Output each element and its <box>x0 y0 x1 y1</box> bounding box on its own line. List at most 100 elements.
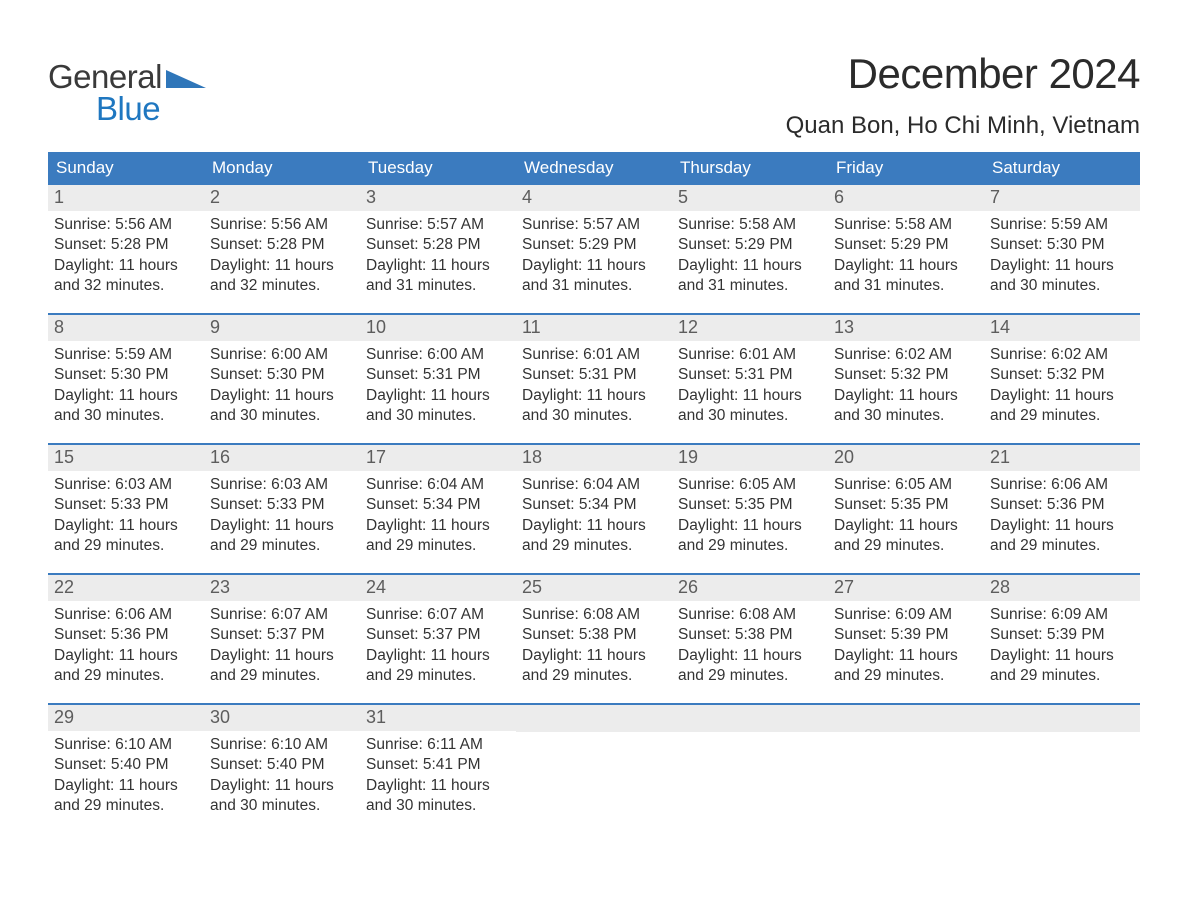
day-dl2: and 30 minutes. <box>366 796 510 816</box>
day-sunset: Sunset: 5:36 PM <box>54 625 198 645</box>
day-dl1: Daylight: 11 hours <box>54 256 198 276</box>
day-dl1: Daylight: 11 hours <box>522 516 666 536</box>
calendar-day: 1 Sunrise: 5:56 AMSunset: 5:28 PMDaylight… <box>48 185 204 313</box>
day-sunrise: Sunrise: 6:03 AM <box>54 475 198 495</box>
day-dl2: and 29 minutes. <box>54 796 198 816</box>
calendar-day <box>984 705 1140 833</box>
day-number: 11 <box>522 317 541 337</box>
day-number-row: 19 <box>672 445 828 471</box>
brand-word2: Blue <box>96 90 206 128</box>
day-sunset: Sunset: 5:33 PM <box>210 495 354 515</box>
day-number: 25 <box>522 577 542 597</box>
day-dl2: and 30 minutes. <box>678 406 822 426</box>
day-sunset: Sunset: 5:30 PM <box>990 235 1134 255</box>
day-number: 13 <box>834 317 854 337</box>
day-dl1: Daylight: 11 hours <box>210 516 354 536</box>
day-dl1: Daylight: 11 hours <box>54 646 198 666</box>
day-number-row: 25 <box>516 575 672 601</box>
day-body: Sunrise: 6:07 AMSunset: 5:37 PMDaylight:… <box>360 601 516 697</box>
day-number: 12 <box>678 317 698 337</box>
day-dl2: and 29 minutes. <box>522 536 666 556</box>
calendar-day: 22 Sunrise: 6:06 AMSunset: 5:36 PMDayligh… <box>48 575 204 703</box>
day-number-row: 22 <box>48 575 204 601</box>
day-number-row: 29 <box>48 705 204 731</box>
day-body: Sunrise: 6:09 AMSunset: 5:39 PMDaylight:… <box>984 601 1140 697</box>
day-number: 4 <box>522 187 532 207</box>
day-dl1: Daylight: 11 hours <box>990 516 1134 536</box>
brand-flag-icon <box>166 70 206 88</box>
day-dl1: Daylight: 11 hours <box>210 776 354 796</box>
day-sunset: Sunset: 5:29 PM <box>522 235 666 255</box>
day-sunrise: Sunrise: 6:00 AM <box>210 345 354 365</box>
calendar-day: 19 Sunrise: 6:05 AMSunset: 5:35 PMDayligh… <box>672 445 828 573</box>
day-body: Sunrise: 6:05 AMSunset: 5:35 PMDaylight:… <box>672 471 828 567</box>
day-number: 1 <box>54 187 64 207</box>
day-dl1: Daylight: 11 hours <box>678 516 822 536</box>
dow-thursday: Thursday <box>672 152 828 185</box>
day-sunrise: Sunrise: 5:56 AM <box>210 215 354 235</box>
day-number-row: 18 <box>516 445 672 471</box>
calendar-day: 29Sunrise: 6:10 AMSunset: 5:40 PMDayligh… <box>48 705 204 833</box>
day-dl1: Daylight: 11 hours <box>366 646 510 666</box>
calendar-week: 22Sunrise: 6:06 AMSunset: 5:36 PMDayligh… <box>48 573 1140 703</box>
day-number-row: 15 <box>48 445 204 471</box>
day-sunrise: Sunrise: 6:03 AM <box>210 475 354 495</box>
day-number: 14 <box>990 317 1010 337</box>
day-dl2: and 30 minutes. <box>366 406 510 426</box>
day-dl2: and 32 minutes. <box>54 276 198 296</box>
day-dl1: Daylight: 11 hours <box>522 646 666 666</box>
day-body: Sunrise: 6:10 AMSunset: 5:40 PMDaylight:… <box>204 731 360 827</box>
day-body: Sunrise: 6:02 AMSunset: 5:32 PMDaylight:… <box>828 341 984 437</box>
day-sunset: Sunset: 5:28 PM <box>366 235 510 255</box>
day-sunrise: Sunrise: 6:07 AM <box>366 605 510 625</box>
day-sunrise: Sunrise: 6:10 AM <box>210 735 354 755</box>
day-dl2: and 29 minutes. <box>210 536 354 556</box>
day-number-row <box>984 705 1140 732</box>
day-body <box>516 732 672 822</box>
day-number: 23 <box>210 577 230 597</box>
day-body: Sunrise: 5:56 AMSunset: 5:28 PMDaylight:… <box>204 211 360 307</box>
day-number-row: 3 <box>360 185 516 211</box>
day-sunrise: Sunrise: 6:05 AM <box>678 475 822 495</box>
day-sunrise: Sunrise: 5:56 AM <box>54 215 198 235</box>
day-dl2: and 29 minutes. <box>990 406 1134 426</box>
calendar-day: 23Sunrise: 6:07 AMSunset: 5:37 PMDayligh… <box>204 575 360 703</box>
day-body <box>984 732 1140 822</box>
day-number: 29 <box>54 707 74 727</box>
day-sunrise: Sunrise: 6:08 AM <box>522 605 666 625</box>
day-sunrise: Sunrise: 6:01 AM <box>678 345 822 365</box>
day-dl1: Daylight: 11 hours <box>366 256 510 276</box>
day-number: 3 <box>366 187 376 207</box>
day-sunrise: Sunrise: 6:02 AM <box>990 345 1134 365</box>
day-number-row: 8 <box>48 315 204 341</box>
day-dl1: Daylight: 11 hours <box>54 776 198 796</box>
day-dl2: and 30 minutes. <box>834 406 978 426</box>
day-sunset: Sunset: 5:35 PM <box>678 495 822 515</box>
day-number: 9 <box>210 317 220 337</box>
calendar-week: 1Sunrise: 5:56 AMSunset: 5:28 PMDaylight… <box>48 185 1140 313</box>
calendar-day: 15Sunrise: 6:03 AMSunset: 5:33 PMDayligh… <box>48 445 204 573</box>
calendar-day: 2Sunrise: 5:56 AMSunset: 5:28 PMDaylight… <box>204 185 360 313</box>
day-body: Sunrise: 5:56 AMSunset: 5:28 PMDaylight:… <box>48 211 204 307</box>
day-sunrise: Sunrise: 6:06 AM <box>54 605 198 625</box>
day-number-row: 23 <box>204 575 360 601</box>
day-dl2: and 29 minutes. <box>54 536 198 556</box>
calendar-day: 24Sunrise: 6:07 AMSunset: 5:37 PMDayligh… <box>360 575 516 703</box>
day-sunset: Sunset: 5:28 PM <box>54 235 198 255</box>
calendar-day: 16Sunrise: 6:03 AMSunset: 5:33 PMDayligh… <box>204 445 360 573</box>
location-subtitle: Quan Bon, Ho Chi Minh, Vietnam <box>786 112 1140 140</box>
day-dl1: Daylight: 11 hours <box>678 646 822 666</box>
day-body: Sunrise: 6:05 AMSunset: 5:35 PMDaylight:… <box>828 471 984 567</box>
calendar-day: 11Sunrise: 6:01 AMSunset: 5:31 PMDayligh… <box>516 315 672 443</box>
dow-saturday: Saturday <box>984 152 1140 185</box>
month-title: December 2024 <box>786 50 1140 98</box>
calendar-day: 28Sunrise: 6:09 AMSunset: 5:39 PMDayligh… <box>984 575 1140 703</box>
day-number-row: 11 <box>516 315 672 341</box>
dow-monday: Monday <box>204 152 360 185</box>
day-dl2: and 29 minutes. <box>990 536 1134 556</box>
day-sunset: Sunset: 5:33 PM <box>54 495 198 515</box>
day-number: 15 <box>54 447 74 467</box>
calendar-day: 17Sunrise: 6:04 AMSunset: 5:34 PMDayligh… <box>360 445 516 573</box>
day-number: 19 <box>678 447 698 467</box>
day-body: Sunrise: 5:58 AMSunset: 5:29 PMDaylight:… <box>672 211 828 307</box>
